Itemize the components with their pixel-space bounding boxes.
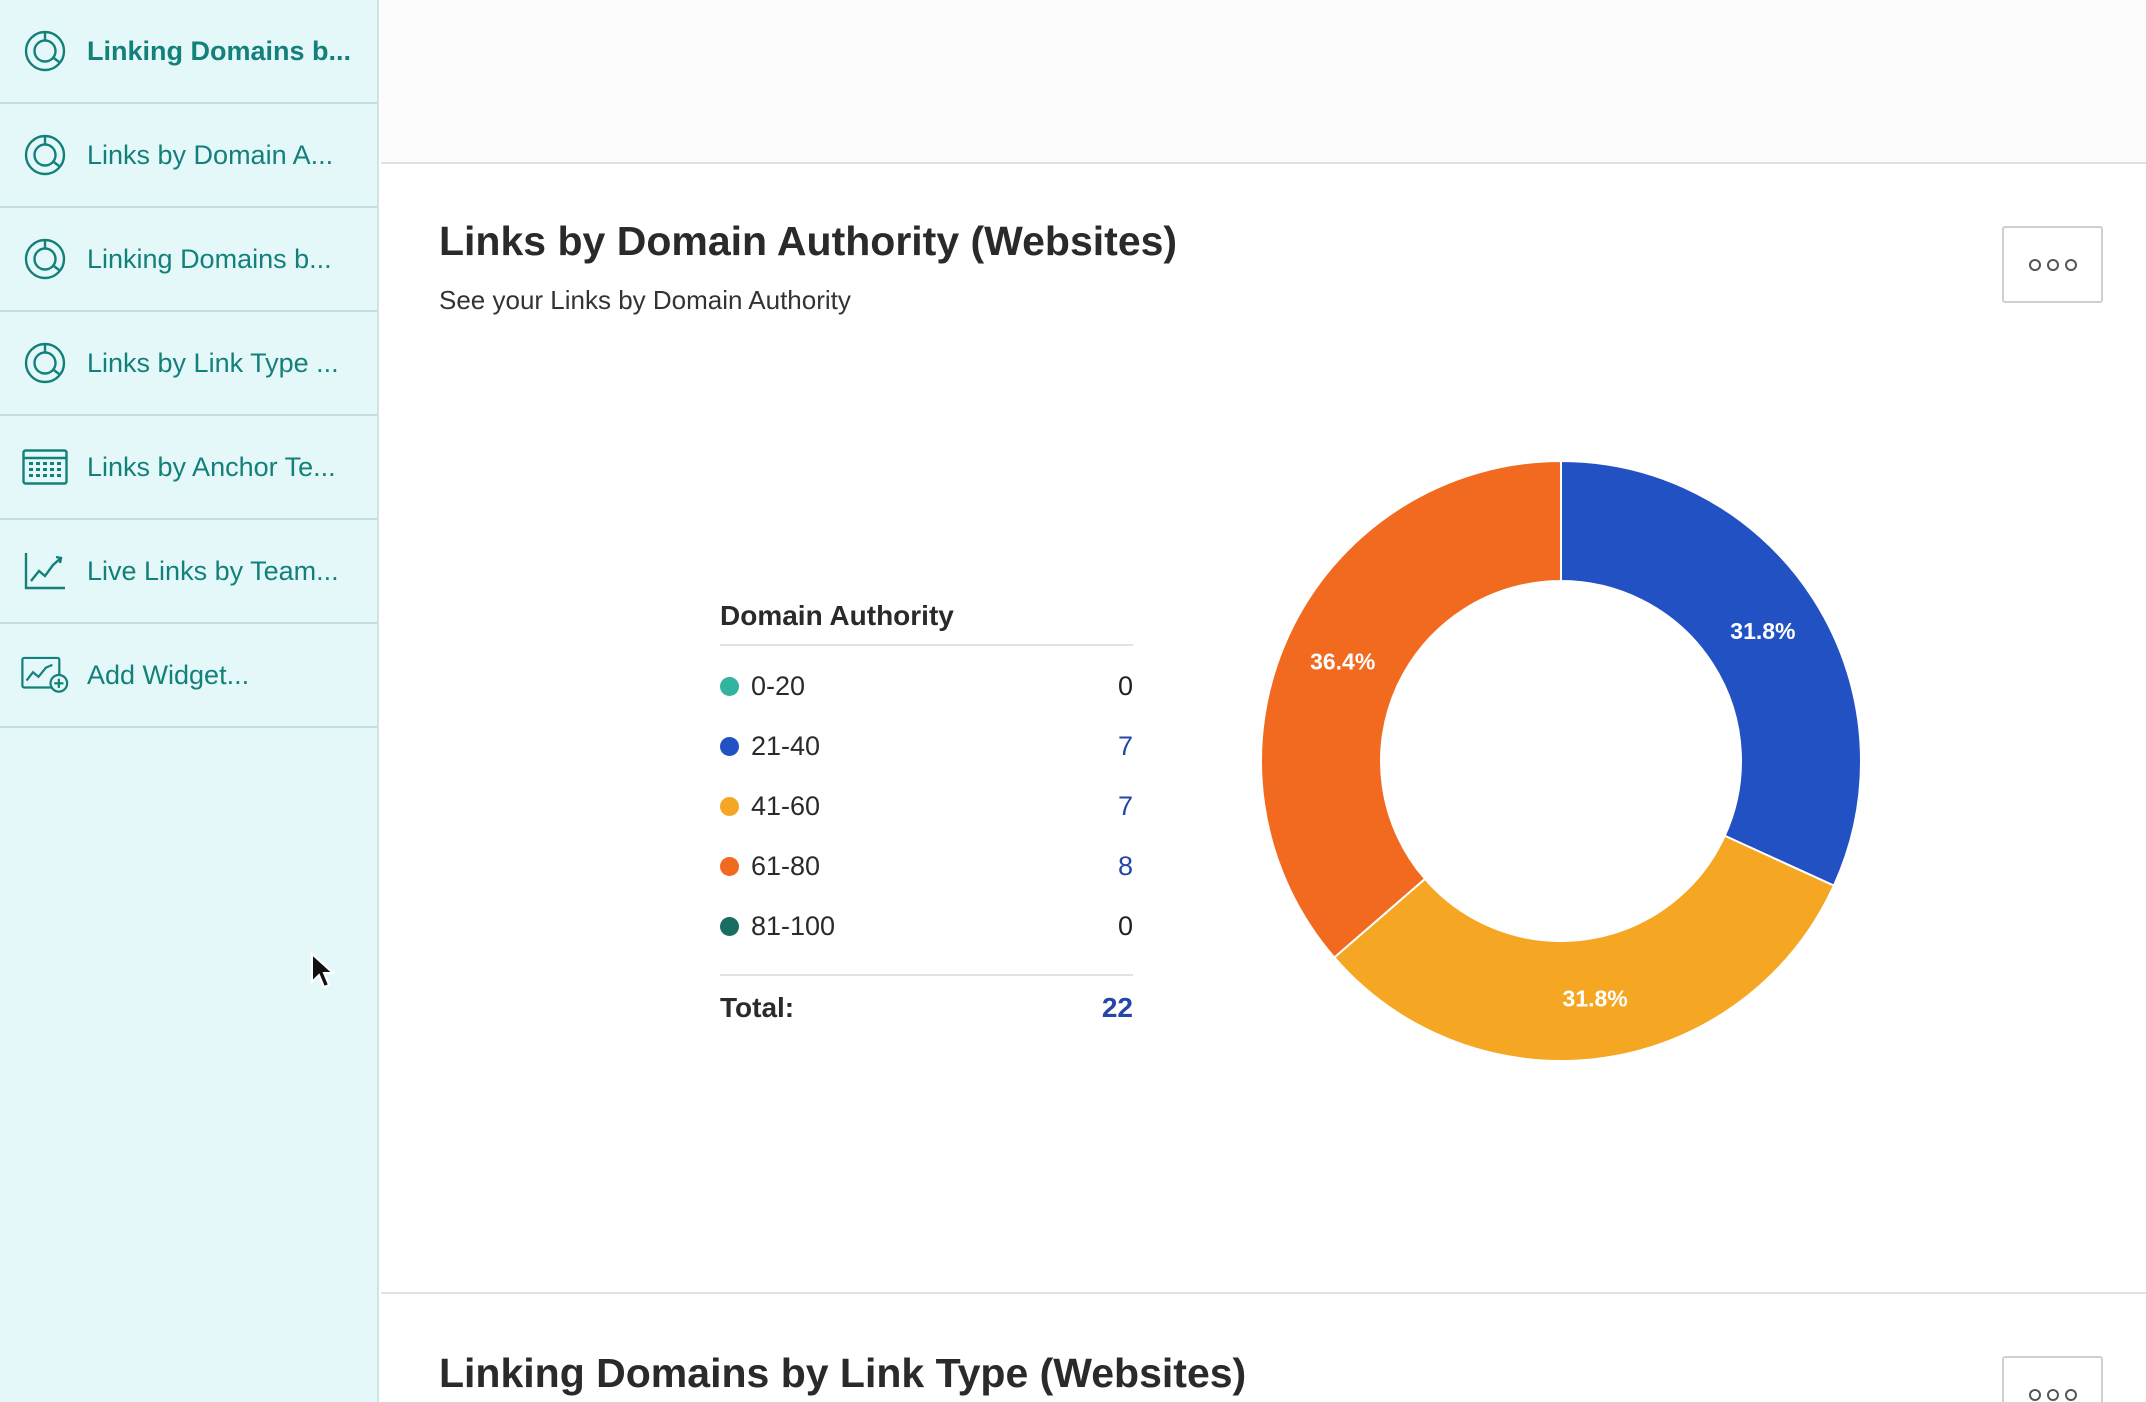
widget-title: Links by Domain Authority (Websites) (439, 218, 1178, 264)
legend-range: 21-40 (751, 730, 821, 761)
slice-label: 36.4% (1310, 648, 1375, 674)
legend-value[interactable]: 7 (1117, 730, 1133, 761)
sidebar: Linking Domains b... Links by Domain A..… (0, 0, 379, 1402)
more-options-button[interactable] (2002, 226, 2103, 303)
legend-value: 0 (1117, 670, 1133, 701)
legend-swatch (720, 916, 739, 936)
widget-divider (381, 1292, 2146, 1294)
sidebar-item-label: Links by Domain A... (87, 139, 334, 170)
sidebar-item-label: Live Links by Team... (87, 555, 339, 586)
donut-chart-icon (21, 339, 69, 387)
legend-range: 41-60 (751, 790, 821, 821)
widget-subtitle: See your Links by Domain Authority (439, 285, 851, 315)
sidebar-item-linking-domains-1[interactable]: Linking Domains b... (0, 0, 377, 104)
table-icon (21, 443, 69, 491)
total-label: Total: (720, 992, 795, 1023)
add-widget-icon (21, 651, 69, 699)
slice-label: 31.8% (1563, 986, 1628, 1012)
sidebar-item-links-by-domain[interactable]: Links by Domain A... (0, 104, 377, 208)
donut-chart: 31.8% 31.8% 36.4% (1260, 459, 1863, 1063)
sidebar-item-live-links-by-team[interactable]: Live Links by Team... (0, 520, 377, 624)
donut-chart-icon (21, 27, 69, 75)
more-options-icon (2028, 1388, 2041, 1401)
donut-chart-icon (21, 235, 69, 283)
legend-row: 0-20 0 (720, 656, 1133, 716)
more-options-icon (2046, 1388, 2059, 1401)
legend-value: 0 (1117, 910, 1133, 941)
sidebar-item-links-by-anchor-text[interactable]: Links by Anchor Te... (0, 416, 377, 520)
more-options-button[interactable] (2002, 1356, 2103, 1402)
more-options-icon (2064, 1388, 2077, 1401)
donut-chart-icon (21, 131, 69, 179)
legend-swatch (720, 676, 739, 696)
donut-slice-61-80[interactable] (1260, 459, 1562, 959)
next-widget-title: Linking Domains by Link Type (Websites) (439, 1350, 1247, 1396)
slice-label: 31.8% (1730, 618, 1795, 644)
legend-row: 21-40 7 (720, 716, 1133, 776)
donut-slice-41-60[interactable] (1332, 834, 1836, 1063)
legend-value[interactable]: 7 (1117, 790, 1133, 821)
previous-widget-area (381, 0, 2146, 164)
sidebar-item-label: Links by Link Type ... (87, 347, 339, 378)
sidebar-item-linking-domains-2[interactable]: Linking Domains b... (0, 208, 377, 312)
more-options-icon (2064, 258, 2077, 271)
sidebar-item-label: Linking Domains b... (87, 243, 332, 274)
legend-range: 0-20 (751, 670, 806, 701)
main-content: Links by Domain Authority (Websites) See… (381, 0, 2146, 1402)
legend-table: Domain Authority 0-20 0 21-40 7 41-60 7 61-80 8… (720, 596, 1133, 1040)
legend-heading: Domain Authority (720, 596, 1133, 646)
total-value[interactable]: 22 (1101, 992, 1133, 1023)
legend-value[interactable]: 8 (1117, 850, 1133, 881)
sidebar-item-label: Linking Domains b... (87, 35, 352, 66)
legend-range: 61-80 (751, 850, 821, 881)
sidebar-item-label: Links by Anchor Te... (87, 451, 336, 482)
legend-total-row: Total: 22 (720, 974, 1133, 1040)
legend-swatch (720, 796, 739, 816)
legend-range: 81-100 (751, 910, 836, 941)
legend-swatch (720, 856, 739, 876)
sidebar-item-add-widget[interactable]: Add Widget... (0, 624, 377, 728)
legend-swatch (720, 736, 739, 756)
sidebar-item-links-by-link-type[interactable]: Links by Link Type ... (0, 312, 377, 416)
legend-row: 41-60 7 (720, 776, 1133, 836)
sidebar-item-label: Add Widget... (87, 659, 250, 690)
legend-row: 61-80 8 (720, 836, 1133, 896)
line-chart-icon (21, 547, 69, 595)
more-options-icon (2046, 258, 2059, 271)
more-options-icon (2028, 258, 2041, 271)
mouse-cursor-icon (311, 952, 336, 989)
legend-row: 81-100 0 (720, 896, 1133, 956)
donut-slice-21-40[interactable] (1560, 459, 1863, 887)
